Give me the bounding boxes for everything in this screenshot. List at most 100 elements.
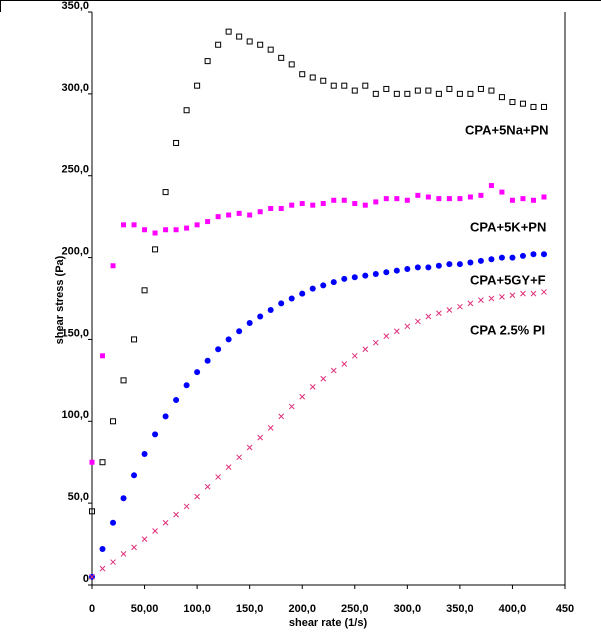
x-tick-label: 350,0 bbox=[446, 603, 474, 615]
data-point bbox=[194, 82, 201, 89]
data-point bbox=[457, 303, 463, 310]
data-point bbox=[120, 377, 127, 384]
data-point bbox=[215, 41, 222, 48]
data-point bbox=[246, 38, 253, 45]
data-point bbox=[446, 307, 453, 313]
data-point bbox=[414, 264, 421, 271]
data-point bbox=[320, 77, 327, 84]
data-point bbox=[330, 279, 337, 286]
data-point bbox=[351, 352, 358, 359]
data-point bbox=[299, 393, 306, 400]
data-point bbox=[309, 74, 316, 81]
data-point bbox=[446, 85, 453, 92]
data-point bbox=[246, 320, 253, 327]
data-point bbox=[173, 227, 179, 233]
data-point bbox=[393, 328, 400, 335]
data-point bbox=[540, 103, 547, 110]
data-point bbox=[289, 202, 295, 208]
data-point bbox=[488, 183, 494, 189]
data-point bbox=[257, 209, 263, 215]
data-point bbox=[299, 290, 306, 297]
data-point bbox=[341, 275, 348, 282]
x-tick-label: 400,0 bbox=[499, 603, 527, 615]
y-tick-label: 250,0 bbox=[61, 164, 89, 176]
data-point bbox=[215, 474, 221, 480]
data-point bbox=[425, 194, 431, 200]
data-point bbox=[541, 194, 547, 200]
data-point bbox=[362, 346, 369, 353]
data-point bbox=[204, 58, 211, 65]
data-point bbox=[310, 202, 316, 208]
data-point bbox=[499, 294, 505, 300]
data-point bbox=[477, 85, 484, 92]
data-point bbox=[89, 573, 95, 580]
data-point bbox=[152, 528, 158, 534]
data-point bbox=[414, 318, 421, 325]
data-point bbox=[257, 41, 264, 48]
data-point bbox=[100, 353, 106, 359]
data-point bbox=[204, 357, 211, 364]
data-point bbox=[519, 252, 526, 259]
data-point bbox=[467, 194, 473, 200]
data-point bbox=[383, 196, 389, 202]
data-point bbox=[372, 270, 379, 277]
data-point bbox=[110, 418, 117, 425]
data-point bbox=[383, 85, 390, 92]
data-point bbox=[488, 295, 495, 302]
y-tick-label: 350,0 bbox=[61, 0, 89, 12]
data-point bbox=[425, 313, 432, 320]
data-point bbox=[331, 197, 337, 203]
series-label: CPA+5K+PN bbox=[470, 219, 546, 234]
data-point bbox=[131, 544, 137, 551]
data-point bbox=[373, 199, 379, 205]
data-point bbox=[309, 384, 316, 390]
data-point bbox=[320, 375, 327, 382]
data-point bbox=[183, 107, 190, 114]
data-point bbox=[215, 346, 222, 353]
data-point bbox=[341, 197, 347, 203]
data-point bbox=[498, 94, 505, 101]
data-point bbox=[141, 536, 148, 543]
series-label: CPA+5GY+F bbox=[470, 272, 546, 287]
data-point bbox=[288, 295, 295, 302]
data-point bbox=[330, 367, 337, 374]
data-point bbox=[89, 508, 95, 515]
data-point bbox=[278, 205, 284, 211]
data-point bbox=[362, 272, 369, 279]
x-tick-label: 0 bbox=[89, 603, 95, 615]
data-point bbox=[446, 261, 453, 268]
data-point bbox=[184, 225, 190, 231]
data-point bbox=[288, 61, 295, 68]
data-point bbox=[162, 519, 169, 526]
data-point bbox=[509, 197, 515, 203]
data-point bbox=[205, 219, 211, 225]
data-point bbox=[415, 192, 421, 198]
data-point bbox=[457, 196, 463, 202]
data-point bbox=[236, 328, 243, 335]
x-tick-label: 450 bbox=[556, 603, 574, 615]
data-point bbox=[236, 454, 243, 461]
data-point bbox=[120, 495, 127, 502]
data-point bbox=[446, 196, 452, 202]
data-point bbox=[467, 90, 474, 97]
data-point bbox=[488, 87, 495, 94]
data-point bbox=[341, 82, 348, 89]
data-point bbox=[246, 444, 253, 451]
data-point bbox=[530, 290, 537, 297]
data-point bbox=[141, 451, 148, 458]
data-point bbox=[330, 82, 337, 89]
data-point bbox=[404, 90, 411, 97]
data-point bbox=[142, 227, 148, 233]
data-point bbox=[152, 431, 159, 438]
y-tick-label: 300,0 bbox=[61, 82, 89, 94]
data-point bbox=[394, 196, 400, 202]
y-tick-label: 50,0 bbox=[68, 491, 89, 503]
data-point bbox=[478, 297, 484, 303]
data-point bbox=[173, 511, 179, 518]
x-tick-label: 100,0 bbox=[183, 603, 211, 615]
data-point bbox=[225, 464, 232, 470]
data-point bbox=[320, 201, 326, 207]
data-point bbox=[404, 323, 411, 330]
data-point bbox=[299, 201, 305, 207]
data-point bbox=[499, 189, 505, 195]
